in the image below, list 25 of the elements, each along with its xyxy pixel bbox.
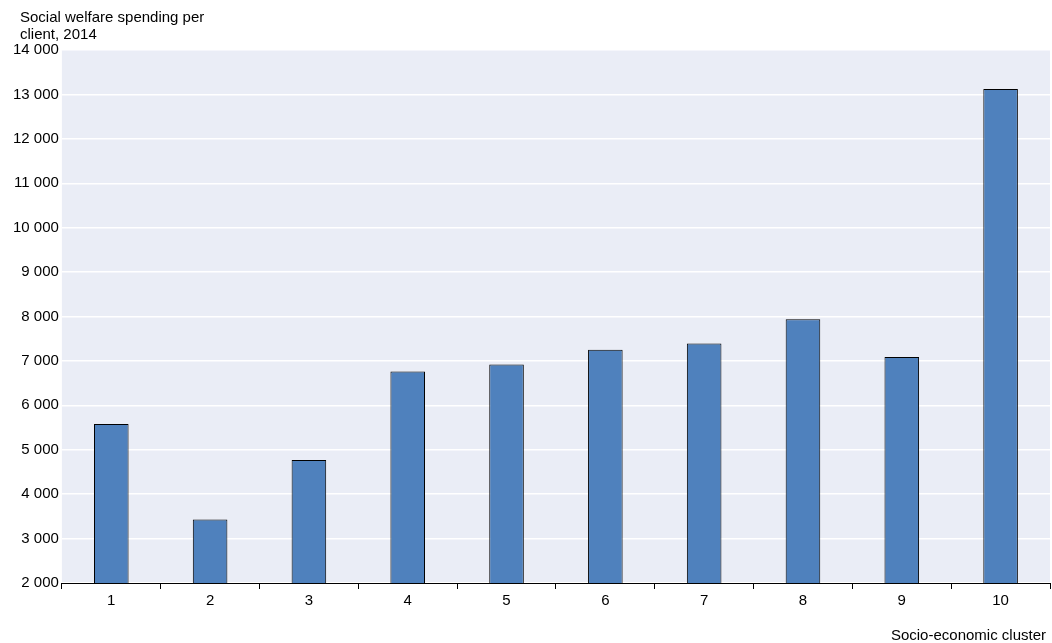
- y-tick-label: 3 000: [21, 528, 59, 546]
- y-tick-label: 4 000: [21, 484, 59, 502]
- x-tick-label: 3: [304, 591, 314, 609]
- x-tick-label: 8: [798, 591, 808, 609]
- y-tick-label: 5 000: [21, 439, 59, 457]
- y-tick-label: 10 000: [12, 217, 59, 235]
- x-tick-label: 7: [699, 591, 709, 609]
- x-tick-label: 10: [992, 591, 1009, 609]
- y-tick-label: 11 000: [14, 173, 59, 191]
- x-tick-label: 4: [403, 591, 412, 609]
- y-tick-label: 13 000: [12, 84, 59, 102]
- y-tick-label: 14 000: [12, 40, 59, 58]
- x-tick-label: 2: [205, 591, 215, 609]
- y-tick-label: 12 000: [12, 128, 59, 146]
- x-tick-label: 9: [897, 591, 906, 609]
- x-tick-label: 5: [502, 591, 511, 609]
- y-tick-label: 8 000: [21, 306, 59, 324]
- y-tick-label: 2 000: [21, 573, 59, 591]
- y-axis-title: Social welfare spending per client, 2014: [20, 8, 206, 42]
- y-tick-label: 7 000: [21, 351, 59, 369]
- x-axis-title: Socio-economic cluster: [890, 626, 1046, 643]
- y-tick-label: 6 000: [21, 395, 59, 413]
- x-tick-label: 1: [107, 591, 116, 609]
- x-tick-label: 6: [601, 591, 610, 609]
- y-tick-label: 9 000: [21, 262, 59, 280]
